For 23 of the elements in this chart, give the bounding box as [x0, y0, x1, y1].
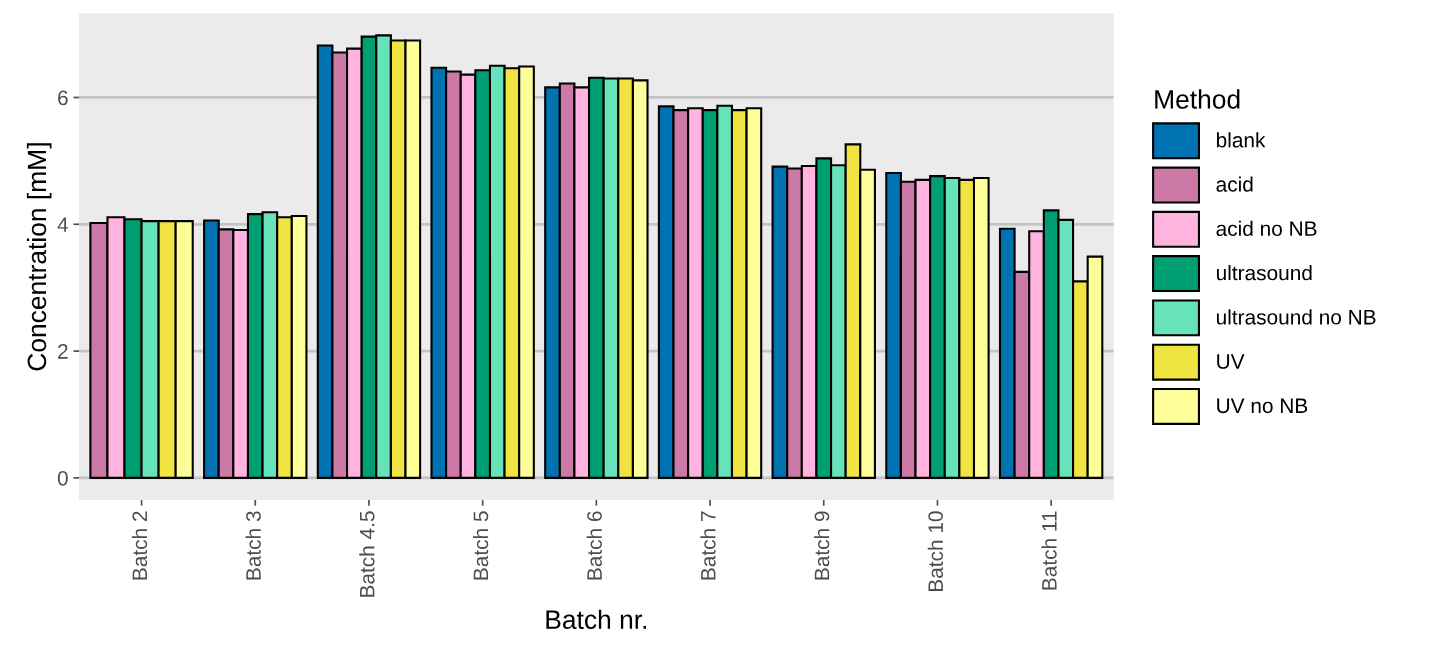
- y-axis-title: Concentration [mM]: [26, 143, 52, 371]
- x-tick-label: Batch 10: [927, 511, 944, 592]
- y-tick-label: 0: [57, 470, 68, 486]
- legend-label: ultrasound no NB: [1216, 309, 1376, 325]
- legend-label: ultrasound: [1216, 265, 1312, 281]
- legend-label: UV: [1217, 354, 1245, 369]
- y-tick-label: 6: [58, 90, 68, 106]
- x-tick-label: Batch 11: [1041, 511, 1057, 590]
- legend-label: acid no NB: [1216, 220, 1317, 237]
- x-axis-title: Batch nr.: [546, 609, 647, 630]
- y-tick-label: 4: [57, 217, 69, 232]
- x-tick-label: Batch 6: [586, 511, 602, 580]
- x-tick-label: Batch 2: [131, 511, 148, 580]
- x-tick-label: Batch 9: [814, 511, 830, 580]
- y-tick-label: 2: [58, 344, 68, 359]
- legend-label: acid: [1216, 176, 1253, 192]
- x-tick-label: Batch 3: [245, 511, 261, 580]
- x-tick-label: Batch 4.5: [359, 511, 375, 597]
- x-tick-label: Batch 7: [700, 511, 716, 580]
- legend-title: Method: [1155, 89, 1240, 109]
- x-tick-label: Batch 5: [472, 511, 489, 580]
- legend-label: UV no NB: [1217, 398, 1308, 414]
- legend-label: blank: [1216, 132, 1266, 148]
